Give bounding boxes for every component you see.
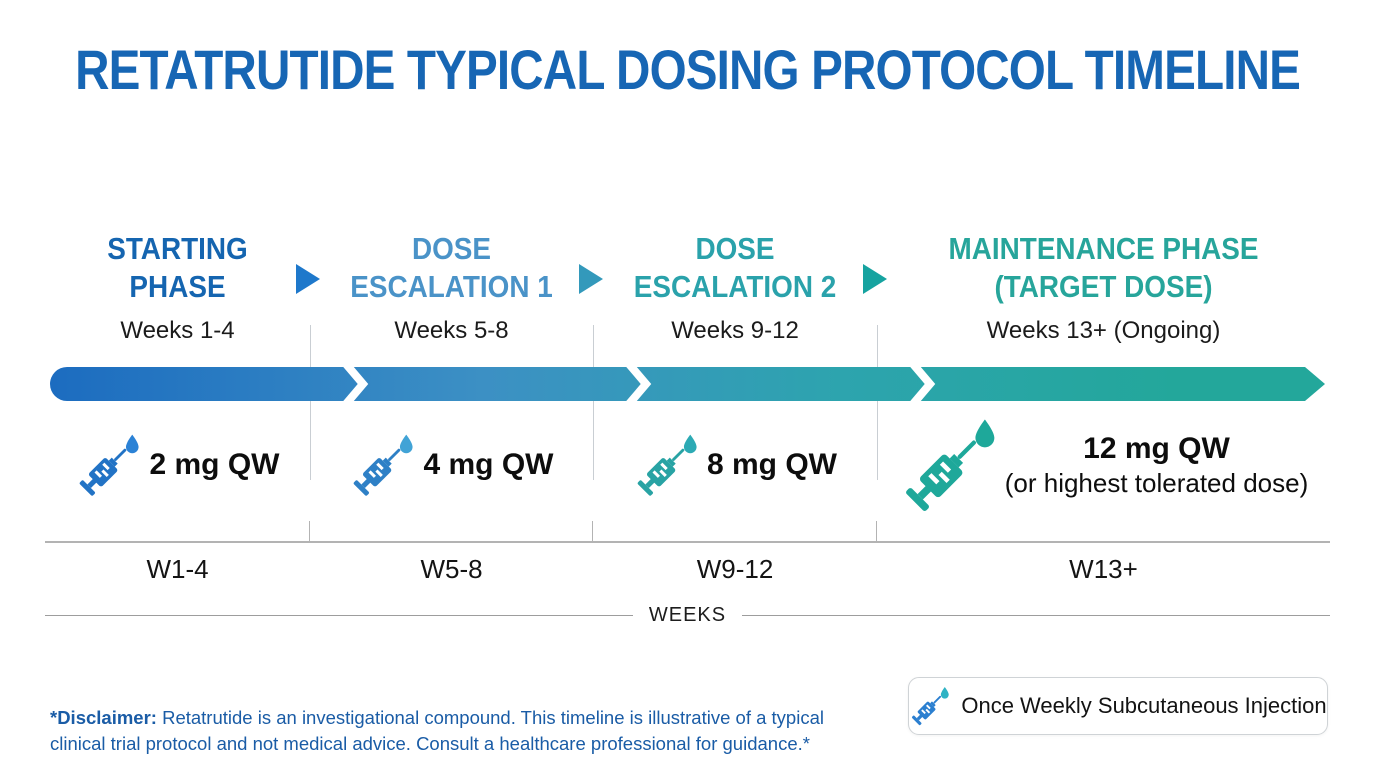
axis-tick [876,521,877,541]
axis-tick-label: W1-4 [146,554,209,584]
legend-label: Once Weekly Subcutaneous Injection [961,693,1327,718]
phase-column-starting: STARTING PHASE Weeks 1-4 [45,230,310,346]
phase-name: STARTING PHASE [107,231,248,304]
dose-note: (or highest tolerated dose) [1004,467,1309,498]
dose-text-block: 12 mg QW (or highest tolerated dose) [1005,432,1309,499]
header: RETATRUTIDE TYPICAL DOSING PROTOCOL TIME… [0,42,1376,98]
phase-column-escalation-1: DOSE ESCALATION 1 Weeks 5-8 [310,230,593,346]
dose-label: 12 mg QW [1083,431,1230,465]
week-axis-labels: W1-4 W5-8 W9-12 W13+ [45,554,1330,588]
disclaimer-body: Retatrutide is an investigational compou… [50,706,824,754]
page-title: RETATRUTIDE TYPICAL DOSING PROTOCOL TIME… [75,38,1302,101]
dose-item: 4 mg QW [310,410,593,520]
phase-name: MAINTENANCE PHASE (TARGET DOSE) [948,231,1259,304]
dose-item: 8 mg QW [593,410,877,520]
legend-box: Once Weekly Subcutaneous Injection [908,677,1328,735]
arrow-right-icon [863,264,887,294]
timeline-gradient-bar [50,367,1325,401]
syringe-icon [909,686,949,726]
timeline-diagram: STARTING PHASE Weeks 1-4 DOSE ESCALATION… [45,230,1330,520]
phase-column-maintenance: MAINTENANCE PHASE (TARGET DOSE) Weeks 13… [877,230,1330,346]
dose-label: 2 mg QW [149,448,280,481]
syringe-icon [75,433,139,497]
dose-item: 2 mg QW [45,410,310,520]
phase-name: DOSE ESCALATION 2 [633,231,837,304]
phase-weeks-label: Weeks 9-12 [671,317,799,344]
axis-tick-label: W13+ [1069,554,1138,584]
axis-rule-left [45,615,633,616]
axis-tick-label: W9-12 [696,554,774,584]
chevron-separator-icon [342,361,369,407]
chevron-separator-icon [909,361,936,407]
column-divider [877,325,878,480]
dose-item: 12 mg QW (or highest tolerated dose) [877,410,1330,520]
dose-label: 8 mg QW [706,448,837,481]
chevron-separator-icon [625,361,652,407]
phase-weeks-label: Weeks 1-4 [120,317,235,344]
phase-name: DOSE ESCALATION 1 [350,231,553,304]
syringe-icon [633,433,697,497]
dose-label: 4 mg QW [423,448,554,481]
syringe-icon [899,417,995,513]
phase-weeks-label: Weeks 5-8 [394,317,509,344]
column-divider [593,325,594,480]
axis-tick-label: W5-8 [420,554,483,584]
disclaimer-text: *Disclaimer: Retatrutide is an investiga… [50,705,872,757]
arrow-right-icon [579,264,603,294]
axis-tick [309,521,310,541]
phase-column-escalation-2: DOSE ESCALATION 2 Weeks 9-12 [593,230,877,346]
axis-tick [592,521,593,541]
weeks-axis-caption: WEEKS [45,604,1330,627]
axis-title: WEEKS [648,604,727,626]
column-divider [310,325,311,480]
syringe-icon [349,433,413,497]
disclaimer-lead: *Disclaimer: [50,706,157,728]
week-axis-line [45,541,1330,543]
arrow-right-icon [296,264,320,294]
axis-rule-right [742,615,1330,616]
phase-weeks-label: Weeks 13+ (Ongoing) [986,317,1221,344]
